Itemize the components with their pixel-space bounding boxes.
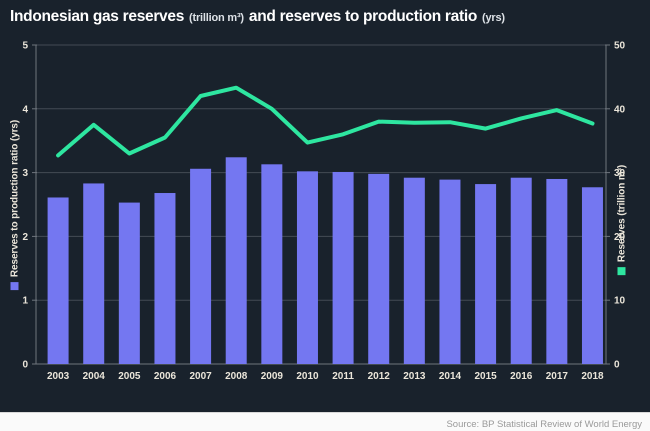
chart-title-unit-right: (yrs) — [482, 12, 505, 24]
bar-series-swatch-icon — [10, 282, 19, 291]
x-tick-label: 2009 — [261, 371, 284, 382]
right-tick-label: 30 — [614, 168, 626, 179]
chart-title-unit-left: (trillion m³) — [189, 12, 244, 24]
x-tick-label: 2011 — [332, 371, 354, 382]
source-bar: Source: BP Statistical Review of World E… — [0, 412, 650, 431]
source-text: Source: BP Statistical Review of World E… — [446, 419, 642, 430]
left-tick-label: 3 — [22, 168, 28, 179]
bar-2007 — [190, 168, 212, 364]
right-axis-label-text: Reserves (trillion m³) — [616, 164, 628, 263]
right-tick-label: 50 — [614, 41, 626, 52]
bar-2009 — [261, 164, 283, 364]
x-tick-label: 2007 — [189, 371, 212, 382]
right-tick-label: 20 — [614, 232, 626, 243]
x-tick-label: 2016 — [510, 371, 533, 382]
chart-title-main: Indonesian gas reserves — [10, 8, 185, 25]
bar-2016 — [510, 177, 532, 364]
bar-2010 — [296, 171, 318, 364]
x-tick-label: 2008 — [225, 371, 248, 382]
right-tick-label: 0 — [614, 360, 620, 371]
bar-2011 — [332, 171, 354, 364]
bar-2005 — [118, 202, 140, 364]
bar-2006 — [154, 193, 176, 364]
line-series-swatch-icon — [617, 267, 626, 276]
bar-2003 — [47, 197, 69, 364]
x-tick-label: 2006 — [154, 371, 177, 382]
x-tick-label: 2012 — [368, 371, 391, 382]
left-tick-label: 5 — [22, 41, 28, 52]
x-tick-label: 2018 — [581, 371, 604, 382]
x-tick-label: 2013 — [403, 371, 426, 382]
x-tick-label: 2010 — [296, 371, 319, 382]
bar-2014 — [439, 179, 461, 364]
bar-2008 — [225, 157, 247, 364]
trend-line — [56, 85, 595, 158]
bar-2017 — [546, 178, 568, 364]
bar-2013 — [403, 177, 425, 364]
left-tick-label: 0 — [22, 360, 28, 371]
right-tick-label: 10 — [614, 296, 626, 307]
right-tick-label: 40 — [614, 104, 626, 115]
bar-2004 — [83, 183, 105, 364]
x-tick-label: 2004 — [83, 371, 106, 382]
left-tick-label: 4 — [22, 104, 28, 115]
bar-2018 — [581, 187, 603, 364]
left-tick-label: 1 — [22, 296, 28, 307]
x-tick-label: 2014 — [439, 371, 462, 382]
right-axis-label: Reserves (trillion m³) — [616, 164, 628, 276]
x-tick-label: 2003 — [47, 371, 70, 382]
bar-2012 — [368, 173, 390, 364]
chart-title-secondary: and reserves to production ratio — [248, 8, 478, 25]
x-tick-label: 2015 — [474, 371, 497, 382]
left-tick-label: 2 — [22, 232, 28, 243]
x-tick-label: 2005 — [118, 371, 141, 382]
bar-2015 — [475, 184, 497, 364]
left-axis-label: Reserves to production ratio (yrs) — [9, 119, 21, 291]
x-tick-label: 2017 — [546, 371, 569, 382]
chart-title: Indonesian gas reserves (trillion m³) an… — [10, 8, 640, 26]
left-axis-label-text: Reserves to production ratio (yrs) — [9, 119, 21, 278]
